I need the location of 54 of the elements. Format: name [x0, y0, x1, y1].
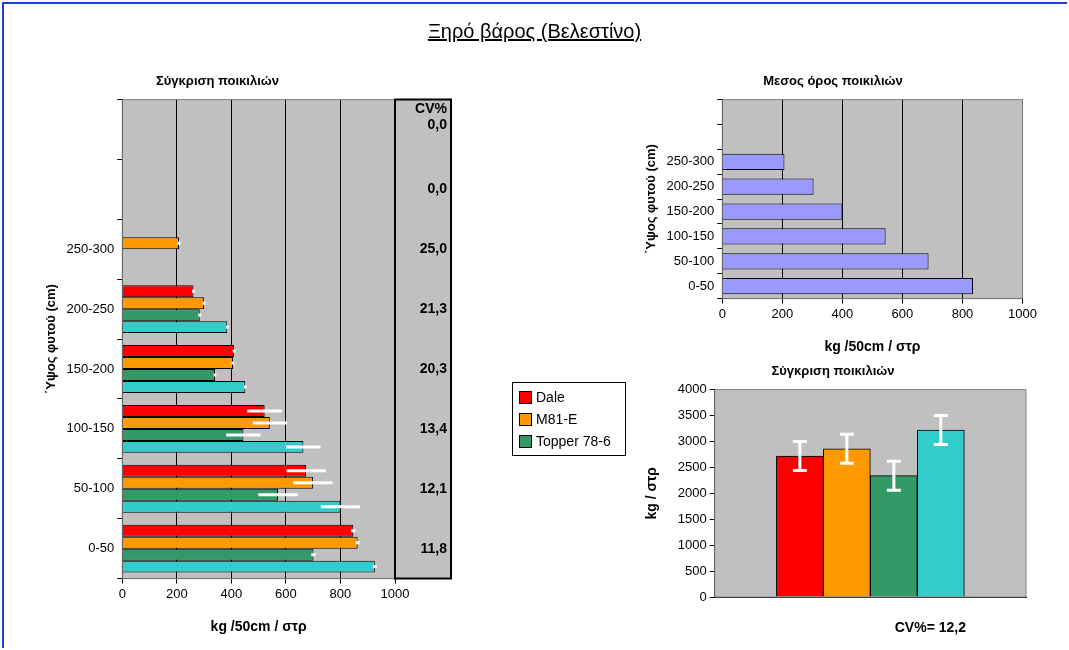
- chart-title: Σύγκριση ποικιλιών: [771, 363, 895, 379]
- y-axis-title: kg / στρ: [643, 466, 660, 520]
- chart-title: Σύγκριση ποικιλιών: [155, 73, 280, 89]
- text: Ξηρό βάρος (Βελεστίνο): [426, 20, 643, 43]
- y-tick-label: 150-200: [66, 360, 115, 376]
- text: 13,4: [419, 419, 448, 436]
- y-tick-label: 100-150: [66, 420, 115, 436]
- y-tick-label: 1000: [677, 536, 707, 552]
- y-tick-label: 150-200: [666, 203, 715, 219]
- x-tick-label: 1000: [1008, 305, 1037, 321]
- x-tick-label: 0: [718, 305, 726, 321]
- x-tick-label: 800: [951, 305, 974, 321]
- y-tick-label: 2500: [677, 458, 707, 474]
- text: 21,3: [419, 300, 448, 317]
- x-tick-label: 1000: [380, 585, 410, 601]
- text: 12,1: [419, 479, 448, 496]
- x-tick-label: 400: [220, 585, 243, 601]
- y-axis-title: ΄Υψος φυτού (cm): [643, 144, 659, 255]
- x-tick-label: 600: [891, 305, 914, 321]
- text: 20,3: [419, 359, 448, 376]
- text: 0,0: [427, 116, 448, 133]
- x-axis-title: kg /50cm / στρ: [824, 338, 921, 355]
- x-tick-label: 800: [329, 585, 352, 601]
- y-axis-title: ΄Υψος φυτού (cm): [43, 284, 59, 395]
- text: 25,0: [419, 240, 448, 257]
- x-tick-label: 0: [118, 585, 126, 601]
- y-tick-label: 3000: [677, 433, 707, 449]
- text: 0,0: [427, 180, 448, 197]
- y-tick-label: 50-100: [673, 252, 715, 268]
- y-tick-label: 200-250: [666, 178, 715, 194]
- y-tick-label: 0-50: [88, 540, 115, 556]
- y-tick-label: 250-300: [666, 153, 715, 169]
- y-tick-label: 3500: [677, 407, 707, 423]
- y-tick-label: 2000: [677, 484, 707, 500]
- y-tick-label: 1500: [677, 510, 707, 526]
- y-tick-label: 50-100: [73, 480, 115, 496]
- text: CV%: [415, 100, 448, 117]
- y-tick-label: 0-50: [688, 277, 715, 293]
- y-tick-label: 100-150: [666, 227, 715, 243]
- text: 11,8: [420, 539, 448, 556]
- y-tick-label: 4000: [677, 381, 707, 397]
- x-axis-title: kg /50cm / στρ: [210, 618, 308, 635]
- text: CV%= 12,2: [894, 618, 967, 635]
- y-tick-label: 500: [685, 562, 707, 578]
- x-tick-label: 200: [166, 585, 188, 601]
- x-tick-label: 600: [275, 585, 297, 601]
- y-tick-label: 250-300: [66, 240, 115, 256]
- chart-title: Μεσος όρος ποικιλιών: [763, 73, 903, 89]
- x-tick-label: 200: [771, 305, 794, 321]
- x-tick-label: 400: [831, 305, 854, 321]
- legend-label: M81-E: [536, 411, 578, 427]
- legend-label: Topper 78-6: [536, 433, 611, 449]
- y-tick-label: 200-250: [66, 300, 115, 316]
- legend-label: Dale: [536, 389, 565, 405]
